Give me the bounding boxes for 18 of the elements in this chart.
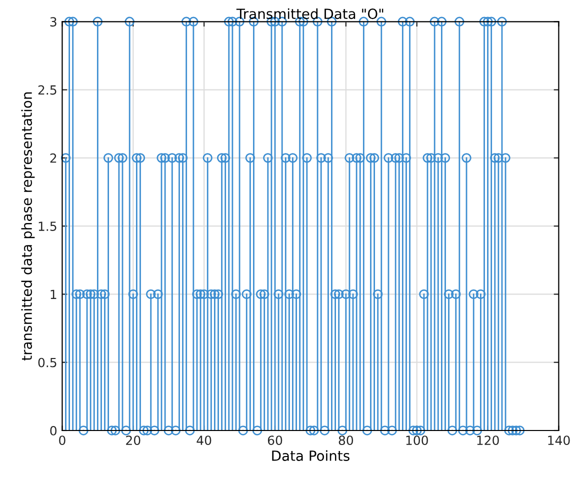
y-tick-label: 0.5 [38, 358, 56, 368]
x-tick-label: 100 [406, 436, 428, 446]
x-tick-label: 80 [338, 436, 354, 446]
x-tick-label: 20 [126, 436, 140, 446]
y-tick-label: 1.5 [38, 222, 56, 231]
y-tick-label: 0 [50, 426, 57, 436]
x-tick-label: 40 [196, 436, 212, 446]
y-axis-title: transmitted data phase representation [21, 92, 35, 361]
x-axis-title: Data Points [272, 450, 350, 461]
y-tick-label: 2.5 [38, 85, 56, 95]
x-tick-label: 140 [548, 436, 570, 446]
x-tick-label: 120 [477, 436, 499, 446]
x-tick-label: 0 [59, 436, 66, 446]
y-tick-label: 1 [50, 290, 56, 299]
y-tick-label: 3 [50, 17, 56, 27]
chart-title: Transmitted Data "O" [236, 8, 384, 20]
y-tick-label: 2 [50, 153, 56, 163]
x-tick-label: 60 [268, 436, 282, 446]
